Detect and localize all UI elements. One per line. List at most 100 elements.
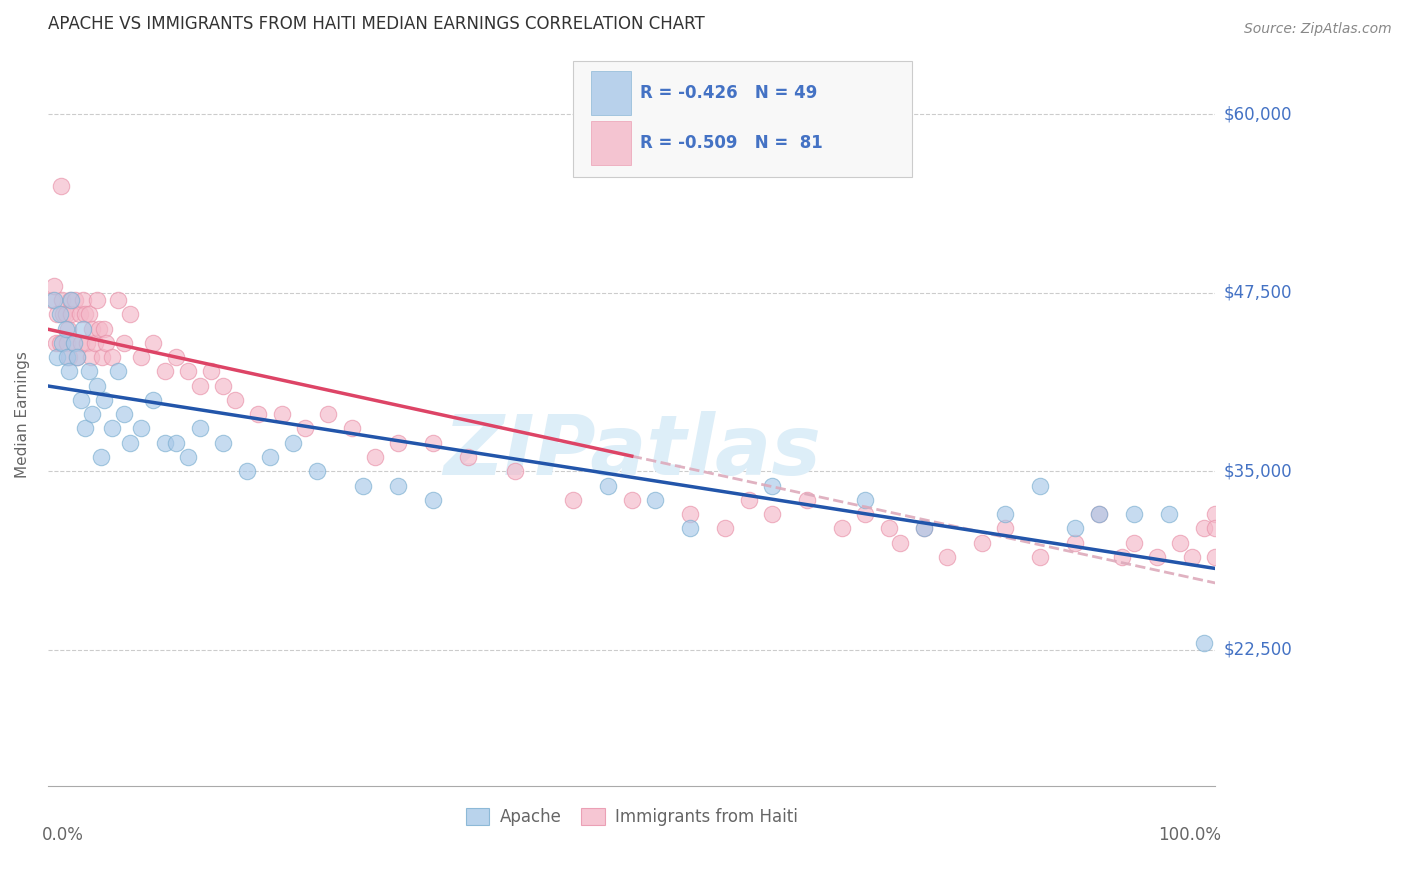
Point: [352, 478, 374, 492]
FancyBboxPatch shape: [574, 62, 912, 177]
Point: [1205, 507, 1227, 521]
Point: [101, 421, 124, 435]
Point: [620, 492, 643, 507]
Point: [457, 450, 479, 464]
Point: [1064, 535, 1087, 549]
Point: [83, 335, 105, 350]
Text: APACHE VS IMMIGRANTS FROM HAITI MEDIAN EARNINGS CORRELATION CHART: APACHE VS IMMIGRANTS FROM HAITI MEDIAN E…: [48, 15, 704, 33]
Point: [80, 350, 103, 364]
Point: [45, 335, 67, 350]
Point: [49, 178, 72, 193]
Point: [62, 335, 84, 350]
Point: [142, 392, 165, 407]
Point: [970, 535, 993, 549]
Point: [46, 350, 69, 364]
Point: [51, 335, 73, 350]
Point: [60, 293, 83, 307]
Point: [42, 278, 65, 293]
Point: [66, 350, 89, 364]
Point: [76, 335, 98, 350]
Point: [1192, 521, 1215, 535]
Point: [90, 450, 112, 464]
Point: [55, 350, 77, 364]
Point: [55, 335, 77, 350]
Point: [86, 293, 108, 307]
Point: [1205, 521, 1227, 535]
Point: [107, 364, 129, 378]
Point: [66, 350, 89, 364]
Point: [994, 521, 1017, 535]
Point: [1122, 507, 1144, 521]
Point: [118, 307, 141, 321]
Point: [166, 350, 188, 364]
Point: [644, 492, 666, 507]
Point: [177, 364, 200, 378]
Point: [107, 293, 129, 307]
Point: [1170, 535, 1192, 549]
Point: [131, 421, 153, 435]
Point: [387, 435, 409, 450]
Point: [316, 407, 339, 421]
Point: [48, 307, 70, 321]
Text: $60,000: $60,000: [1223, 105, 1292, 123]
Point: [796, 492, 818, 507]
Point: [82, 407, 104, 421]
Point: [62, 335, 84, 350]
Point: [69, 307, 91, 321]
Point: [77, 307, 100, 321]
Point: [86, 378, 108, 392]
Point: [889, 535, 911, 549]
Point: [112, 407, 135, 421]
Point: [270, 407, 292, 421]
Point: [82, 321, 104, 335]
Point: [877, 521, 900, 535]
Point: [153, 364, 176, 378]
Point: [77, 364, 100, 378]
Point: [48, 335, 70, 350]
Point: [55, 307, 77, 321]
Point: [1087, 507, 1109, 521]
Point: [761, 478, 783, 492]
Point: [387, 478, 409, 492]
Point: [90, 350, 112, 364]
Point: [283, 435, 305, 450]
Point: [912, 521, 935, 535]
FancyBboxPatch shape: [591, 71, 631, 115]
Point: [247, 407, 270, 421]
Point: [42, 293, 65, 307]
Point: [1064, 521, 1087, 535]
Point: [93, 321, 115, 335]
Y-axis label: Median Earnings: Median Earnings: [15, 351, 30, 477]
Point: [1146, 549, 1168, 564]
Text: 100.0%: 100.0%: [1159, 826, 1222, 845]
Point: [994, 507, 1017, 521]
Point: [679, 521, 702, 535]
Point: [56, 321, 79, 335]
Point: [598, 478, 620, 492]
Point: [177, 450, 200, 464]
Point: [69, 392, 91, 407]
Point: [58, 350, 80, 364]
Point: [831, 521, 853, 535]
Point: [1029, 549, 1052, 564]
Point: [224, 392, 246, 407]
Point: [51, 293, 73, 307]
Text: Source: ZipAtlas.com: Source: ZipAtlas.com: [1244, 22, 1392, 37]
Text: $22,500: $22,500: [1223, 640, 1292, 659]
Point: [1192, 636, 1215, 650]
Point: [58, 364, 80, 378]
Text: 0.0%: 0.0%: [42, 826, 84, 845]
Point: [1111, 549, 1133, 564]
Point: [340, 421, 363, 435]
Point: [294, 421, 316, 435]
Point: [364, 450, 387, 464]
Point: [679, 507, 702, 521]
Point: [1029, 478, 1052, 492]
Point: [52, 307, 75, 321]
Point: [422, 435, 444, 450]
Point: [63, 293, 86, 307]
Point: [60, 307, 83, 321]
Point: [422, 492, 444, 507]
Point: [72, 321, 94, 335]
Point: [305, 464, 328, 478]
